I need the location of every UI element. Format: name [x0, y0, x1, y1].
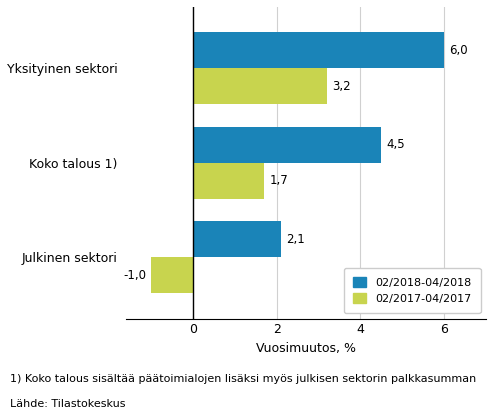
- Text: 4,5: 4,5: [387, 138, 405, 151]
- Bar: [193, 68, 327, 104]
- Legend: 02/2018-04/2018, 02/2017-04/2017: 02/2018-04/2018, 02/2017-04/2017: [344, 268, 481, 313]
- Bar: [193, 221, 281, 257]
- Bar: [193, 127, 382, 163]
- Text: 3,2: 3,2: [332, 80, 351, 93]
- Text: 6,0: 6,0: [449, 44, 468, 57]
- Text: 1,7: 1,7: [269, 174, 288, 187]
- X-axis label: Vuosimuutos, %: Vuosimuutos, %: [256, 342, 356, 355]
- Bar: [193, 32, 444, 68]
- Text: 1) Koko talous sisältää päätoimialojen lisäksi myös julkisen sektorin palkkasumm: 1) Koko talous sisältää päätoimialojen l…: [10, 374, 476, 384]
- Text: Lähde: Tilastokeskus: Lähde: Tilastokeskus: [10, 399, 125, 409]
- Text: -1,0: -1,0: [123, 269, 146, 282]
- Bar: [151, 257, 193, 293]
- Text: 2,1: 2,1: [286, 233, 305, 246]
- Bar: [193, 163, 264, 198]
